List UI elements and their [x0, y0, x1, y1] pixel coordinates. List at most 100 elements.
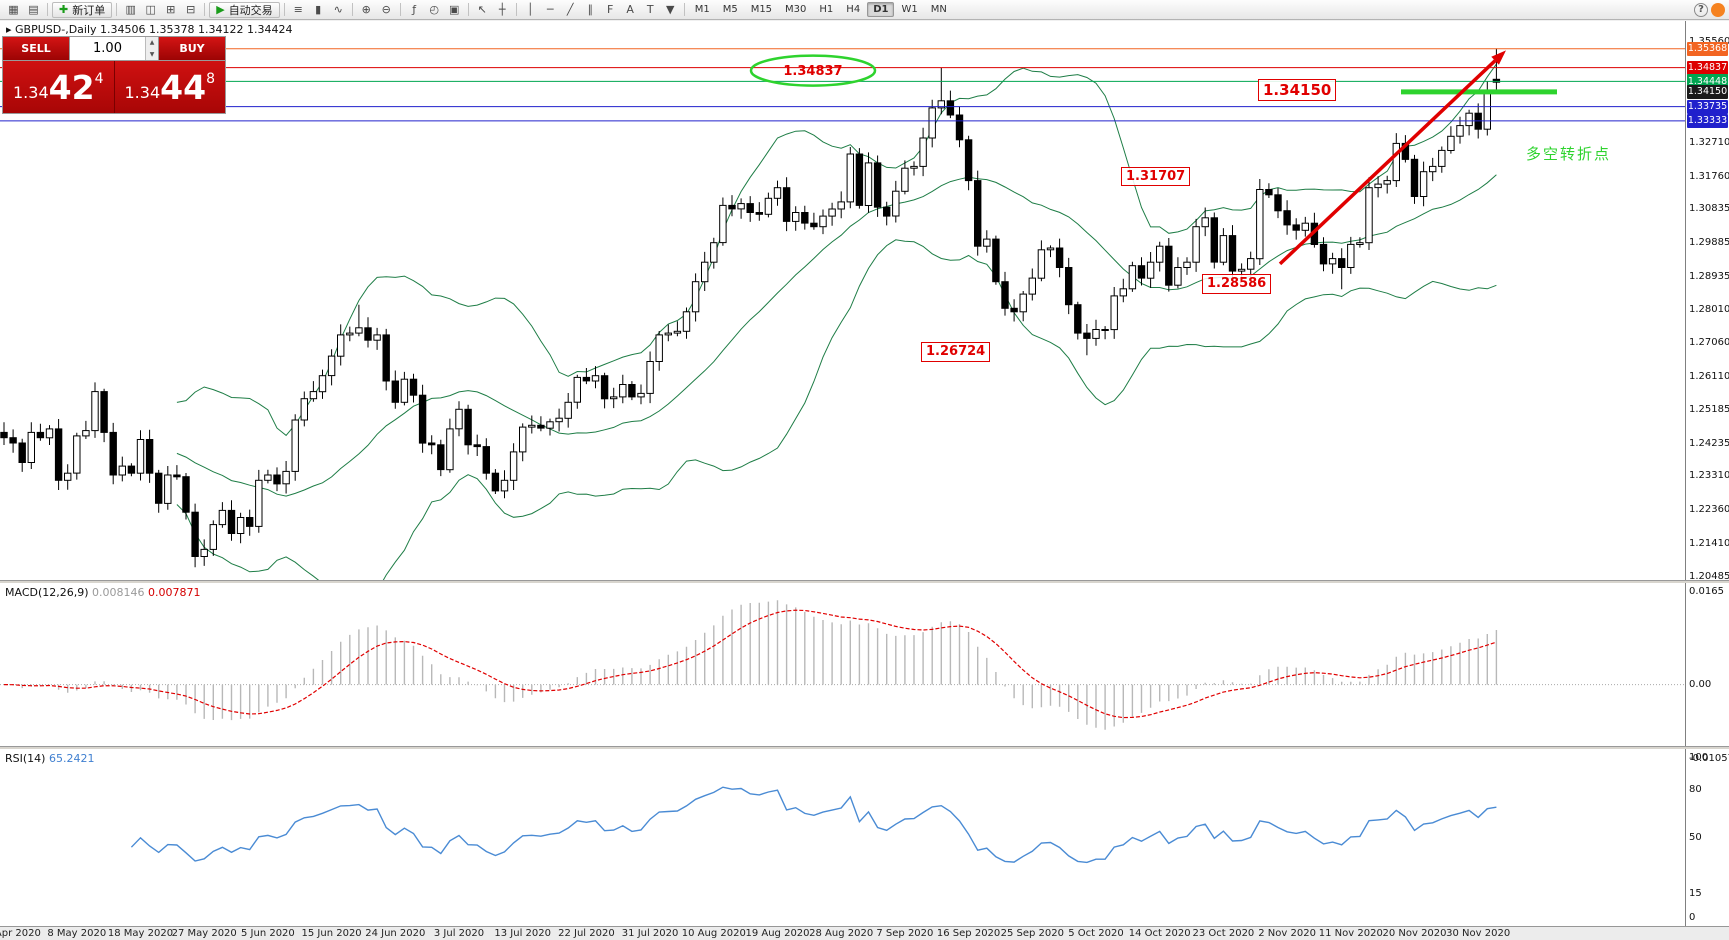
macd-axis-label: -0.010571	[1689, 753, 1729, 764]
zoom-in-icon[interactable]: ⊕	[361, 3, 371, 16]
candlestick-chart-icon[interactable]: ▮	[315, 3, 322, 16]
price-axis-label: 1.27060	[1689, 337, 1729, 349]
date-axis-label: 24 Jun 2020	[365, 928, 426, 939]
timeframe-w1[interactable]: W1	[901, 4, 918, 15]
price-annotation[interactable]: 1.28586	[1202, 274, 1272, 294]
trendline-icon[interactable]: ╱	[566, 3, 574, 16]
date-axis-label: 5 Oct 2020	[1068, 928, 1124, 939]
sell-price-small: 1.34	[13, 82, 49, 102]
vertical-line-icon[interactable]: │	[526, 3, 534, 16]
price-axis-label: 1.29885	[1689, 237, 1729, 249]
sell-price-big: 42	[48, 67, 95, 107]
toolbar: ▦ ▤ ✚ 新订单 ▥ ◫ ⊞ ⊟ ▶ 自动交易 ≡ ▮ ∿ ⊕ ⊖ ƒ ◴ ▣ ↖ ┼ │ ─ ╱ ∥ F A T ▼ M1 M5 M15…	[0, 0, 1729, 20]
buy-price-big: 44	[160, 67, 207, 107]
macd-name: MACD(12,26,9)	[5, 586, 89, 599]
zoom-out-icon[interactable]: ⊖	[381, 3, 391, 16]
volume-down-icon[interactable]: ▼	[146, 48, 158, 60]
chart-symbol-period: GBPUSD-,Daily	[15, 23, 97, 36]
date-axis-label: 2 Nov 2020	[1258, 928, 1316, 939]
text-label-icon[interactable]: T	[646, 3, 654, 16]
price-axis-label: 1.24235	[1689, 437, 1729, 449]
panel-separator[interactable]	[0, 746, 1729, 749]
rsi-label: RSI(14) 65.2421	[5, 752, 94, 765]
templates-icon[interactable]: ▣	[448, 3, 460, 16]
macd-main-value: 0.008146	[92, 586, 145, 599]
date-axis-label: 5 Jun 2020	[240, 928, 295, 939]
price-annotation[interactable]: 1.34150	[1258, 78, 1337, 102]
price-annotation[interactable]: 1.26724	[921, 342, 991, 362]
date-axis-label: 3 Jul 2020	[433, 928, 485, 939]
timeframe-m15[interactable]: M15	[750, 4, 773, 15]
macd-axis-label: 0.0165	[1689, 586, 1724, 597]
svg-text:1.34837: 1.34837	[783, 64, 842, 79]
sell-button[interactable]: SELL	[3, 37, 69, 60]
autotrading-button[interactable]: ▶ 自动交易	[209, 1, 280, 18]
new-chart-icon[interactable]: ▦	[8, 3, 19, 16]
terminal-icon[interactable]: ⊟	[186, 3, 196, 16]
arrows-icon[interactable]: ▼	[665, 3, 675, 16]
chart-ohlc-values: 1.34506 1.35378 1.34122 1.34424	[100, 23, 293, 36]
channel-icon[interactable]: ∥	[587, 3, 593, 16]
timeframe-h1[interactable]: H1	[819, 4, 834, 15]
date-axis-label: 30 Nov 2020	[1446, 928, 1511, 939]
chart-corner-icon: ▸	[6, 23, 12, 36]
navigator-icon[interactable]: ⊞	[166, 3, 176, 16]
buy-price-small: 1.34	[124, 82, 161, 102]
bar-chart-icon[interactable]: ≡	[293, 3, 303, 16]
rsi-name: RSI(14)	[5, 752, 46, 765]
buy-button[interactable]: BUY	[159, 37, 225, 60]
turning-point-note[interactable]: 多空转折点	[1526, 145, 1612, 163]
rsi-value: 65.2421	[48, 752, 95, 765]
cursor-icon[interactable]: ↖	[477, 3, 487, 16]
new-order-button-label: 新订单	[72, 3, 106, 17]
price-axis-label: 1.28935	[1689, 270, 1729, 282]
fibonacci-icon[interactable]: F	[607, 3, 614, 16]
text-icon[interactable]: A	[626, 3, 634, 16]
buy-price[interactable]: 1.34 44 8	[115, 61, 226, 113]
macd-signal-value: 0.007871	[148, 586, 201, 599]
date-axis-label: 8 May 2020	[47, 928, 107, 939]
timeframe-mn[interactable]: MN	[930, 4, 947, 15]
price-axis-label: 1.28010	[1689, 303, 1729, 315]
sell-price[interactable]: 1.34 42 4	[3, 61, 115, 113]
timeframe-h4[interactable]: H4	[846, 4, 861, 15]
rsi-panel[interactable]	[0, 750, 1685, 926]
horizontal-line-icon[interactable]: ─	[546, 3, 554, 16]
volume-up-icon[interactable]: ▲	[146, 37, 158, 49]
data-window-icon[interactable]: ◫	[145, 3, 156, 16]
help-icon[interactable]: ?	[1694, 2, 1708, 17]
chart-area[interactable]: 1.34837 ▸ GBPUSD-,Daily 1.34506 1.35378 …	[0, 21, 1685, 926]
autotrading-button-label: 自动交易	[228, 3, 273, 17]
price-axis[interactable]: 1.35560 1.32710 1.31760 1.30835 1.29885 1.289…	[1685, 21, 1729, 926]
chart-title: ▸ GBPUSD-,Daily 1.34506 1.35378 1.34122 …	[6, 23, 293, 36]
timeframe-m1[interactable]: M1	[694, 4, 710, 15]
main-price-chart[interactable]: 1.34837	[0, 21, 1685, 581]
line-chart-icon[interactable]: ∿	[333, 3, 343, 16]
price-annotation[interactable]: 1.31707	[1121, 166, 1191, 187]
timeframe-d1[interactable]: D1	[867, 2, 895, 17]
date-axis-label: 23 Oct 2020	[1192, 928, 1255, 939]
community-icon[interactable]	[1711, 2, 1725, 17]
date-axis-label: 28 Aug 2020	[809, 928, 874, 939]
volume-field[interactable]: 1.00 ▲ ▼	[69, 37, 159, 60]
panel-separator[interactable]	[0, 580, 1729, 583]
market-watch-icon[interactable]: ▥	[125, 3, 136, 16]
macd-panel[interactable]	[0, 584, 1685, 746]
sell-price-sup: 4	[94, 71, 104, 87]
timeframe-m30[interactable]: M30	[785, 4, 807, 15]
date-axis-label: 14 Oct 2020	[1128, 928, 1191, 939]
rsi-axis-label: 100	[1689, 752, 1709, 763]
price-tag: 1.33735	[1687, 99, 1728, 114]
date-axis-label: 25 Sep 2020	[1000, 928, 1064, 939]
crosshair-icon[interactable]: ┼	[498, 3, 506, 16]
price-axis-label: 1.22360	[1689, 504, 1729, 516]
chart-profiles-icon[interactable]: ▤	[28, 3, 39, 16]
new-order-button[interactable]: ✚ 新订单	[52, 1, 113, 18]
timeframe-m5[interactable]: M5	[722, 4, 738, 15]
volume-value[interactable]: 1.00	[93, 41, 122, 56]
indicators-icon[interactable]: ƒ	[412, 3, 417, 16]
rsi-axis-label: 0	[1689, 912, 1696, 923]
periods-icon[interactable]: ◴	[429, 3, 439, 16]
volume-stepper[interactable]: ▲ ▼	[145, 37, 158, 60]
